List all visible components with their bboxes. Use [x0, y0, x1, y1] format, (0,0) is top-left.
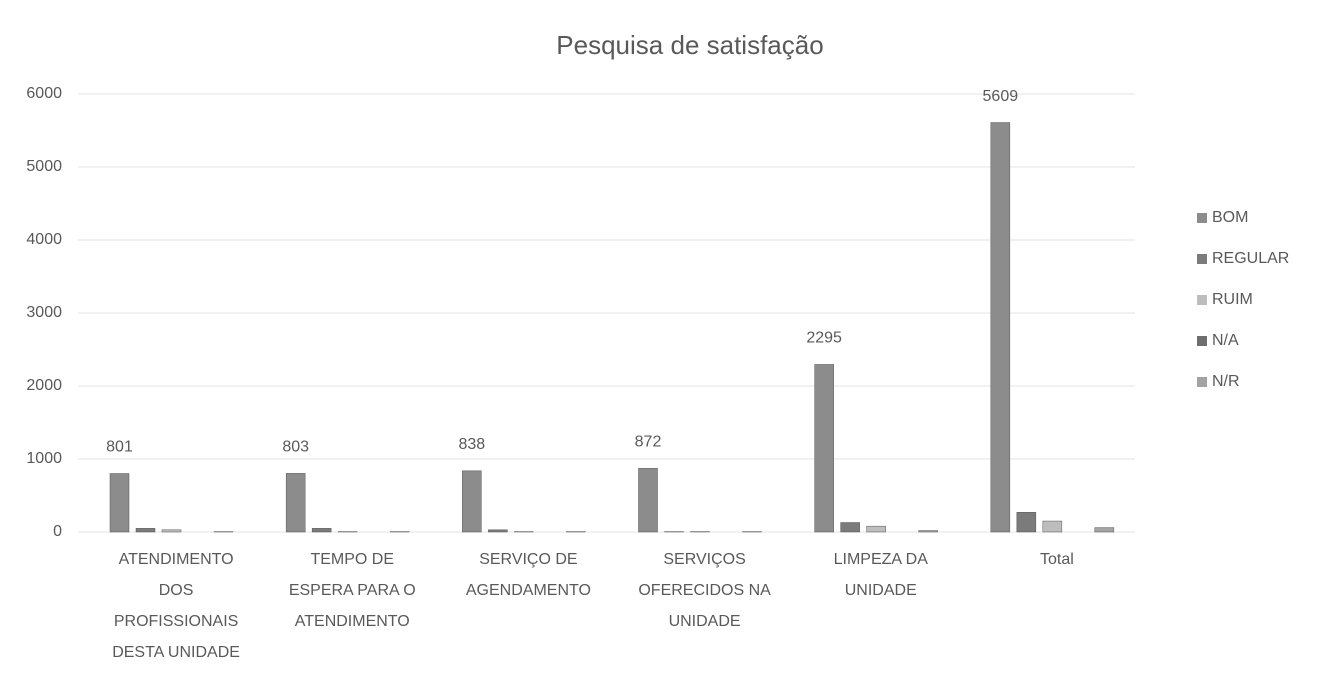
x-tick-label: ATENDIMENTO DOS PROFISSIONAIS DESTA UNIDADE	[112, 551, 240, 661]
bar	[638, 468, 658, 533]
data-label: 2295	[806, 330, 842, 347]
y-tick-label: 2000	[26, 377, 62, 394]
y-tick-label: 4000	[26, 231, 62, 248]
legend-label: RUIM	[1212, 291, 1253, 308]
bar	[109, 473, 130, 533]
legend-swatch	[1197, 254, 1207, 264]
x-tick-label: SERVIÇO DE AGENDAMENTO	[466, 551, 591, 599]
legend-swatch	[1197, 295, 1207, 305]
bar	[990, 122, 1011, 533]
legend-swatch	[1197, 336, 1207, 346]
bar	[285, 473, 306, 533]
y-tick-label: 1000	[26, 450, 62, 467]
y-tick-label: 5000	[26, 158, 62, 175]
bar	[866, 525, 886, 533]
data-label: 801	[106, 439, 133, 456]
bar	[918, 530, 938, 533]
bar	[1094, 527, 1115, 533]
bar	[1016, 512, 1037, 533]
y-tick-label: 3000	[26, 304, 62, 321]
y-tick-label: 6000	[26, 85, 62, 102]
data-label: 838	[458, 436, 485, 453]
bar	[462, 470, 482, 533]
bar	[135, 528, 156, 533]
bar	[1042, 520, 1063, 533]
data-label: 803	[282, 439, 309, 456]
bar	[814, 364, 834, 533]
data-label: 5609	[983, 88, 1019, 105]
legend-swatch	[1197, 377, 1207, 387]
legend-label: N/R	[1212, 373, 1240, 390]
chart-title: Pesquisa de satisfação	[556, 30, 823, 60]
bar	[161, 529, 182, 533]
legend-label: REGULAR	[1212, 250, 1289, 267]
y-tick-label: 0	[53, 523, 62, 540]
x-tick-label: LIMPEZA DA UNIDADE	[834, 551, 929, 599]
legend-label: N/A	[1212, 332, 1239, 349]
x-tick-label: SERVIÇOS OFERECIDOS NA UNIDADE	[638, 551, 771, 630]
data-label: 872	[635, 434, 662, 451]
bar	[840, 522, 860, 533]
bar	[311, 528, 332, 533]
legend-swatch	[1197, 213, 1207, 223]
bar	[488, 529, 508, 533]
legend-label: BOM	[1212, 209, 1248, 226]
x-tick-label: Total	[1040, 551, 1074, 568]
x-tick-label: TEMPO DE ESPERA PARA O ATENDIMENTO	[289, 551, 416, 630]
